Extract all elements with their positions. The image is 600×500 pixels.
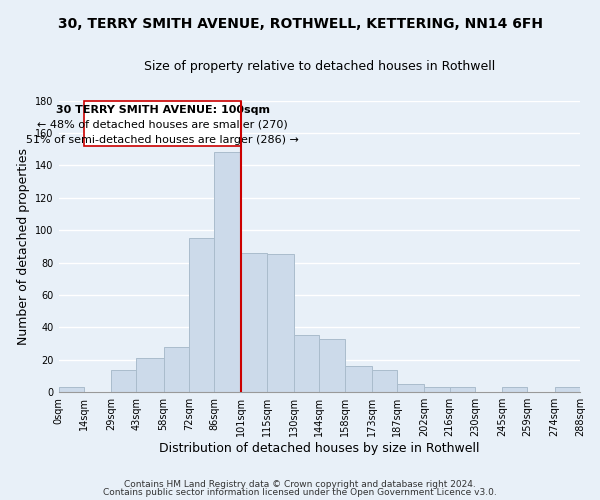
Bar — [214, 152, 241, 392]
Bar — [136, 358, 164, 392]
Bar — [449, 388, 475, 392]
Bar — [164, 347, 189, 392]
Bar — [344, 366, 372, 392]
Text: 30, TERRY SMITH AVENUE, ROTHWELL, KETTERING, NN14 6FH: 30, TERRY SMITH AVENUE, ROTHWELL, KETTER… — [58, 18, 542, 32]
Text: Contains HM Land Registry data © Crown copyright and database right 2024.: Contains HM Land Registry data © Crown c… — [124, 480, 476, 489]
Bar — [111, 370, 136, 392]
Bar — [424, 388, 449, 392]
Bar — [554, 388, 580, 392]
Bar — [294, 336, 319, 392]
Text: Contains public sector information licensed under the Open Government Licence v3: Contains public sector information licen… — [103, 488, 497, 497]
Bar — [189, 238, 214, 392]
Text: 51% of semi-detached houses are larger (286) →: 51% of semi-detached houses are larger (… — [26, 134, 299, 144]
X-axis label: Distribution of detached houses by size in Rothwell: Distribution of detached houses by size … — [159, 442, 479, 455]
Bar — [84, 100, 241, 146]
Y-axis label: Number of detached properties: Number of detached properties — [17, 148, 29, 345]
Bar — [319, 338, 344, 392]
Text: ← 48% of detached houses are smaller (270): ← 48% of detached houses are smaller (27… — [37, 120, 288, 130]
Bar — [372, 370, 397, 392]
Text: 30 TERRY SMITH AVENUE: 100sqm: 30 TERRY SMITH AVENUE: 100sqm — [56, 106, 269, 116]
Bar — [502, 388, 527, 392]
Bar — [59, 388, 84, 392]
Bar — [241, 253, 267, 392]
Bar — [397, 384, 424, 392]
Bar — [267, 254, 294, 392]
Title: Size of property relative to detached houses in Rothwell: Size of property relative to detached ho… — [143, 60, 495, 73]
